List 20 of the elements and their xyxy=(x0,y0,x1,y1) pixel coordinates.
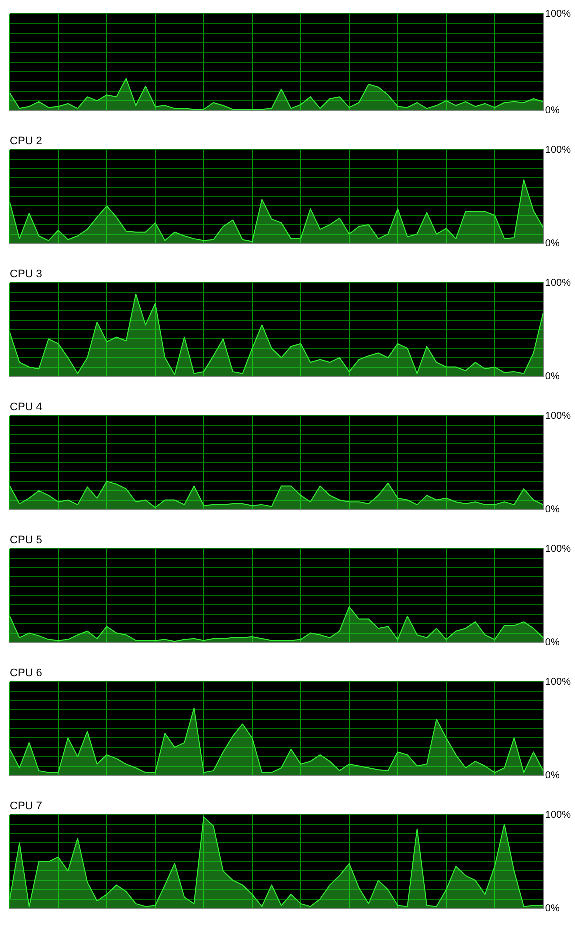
y-tick-label: 100% xyxy=(545,278,572,289)
y-tick-label: 100% xyxy=(545,676,572,688)
chart-title: CPU 7 xyxy=(10,800,42,813)
y-tick-label: 100% xyxy=(545,144,572,156)
chart-title: CPU 2 xyxy=(10,136,42,148)
chart-title: CPU 5 xyxy=(10,534,42,547)
y-tick-label: 100% xyxy=(545,8,572,20)
chart-title: CPU 4 xyxy=(10,402,42,414)
y-tick-label: 0% xyxy=(545,903,560,914)
y-tick-label: 0% xyxy=(545,504,560,516)
y-tick-label: 100% xyxy=(545,410,572,422)
y-tick-label: 0% xyxy=(545,238,560,250)
chart-title: CPU 3 xyxy=(10,268,42,281)
y-tick-label: 0% xyxy=(545,371,560,382)
chart-title: CPU 6 xyxy=(10,668,42,680)
y-tick-label: 0% xyxy=(545,105,560,116)
y-tick-label: 0% xyxy=(545,770,560,782)
y-tick-label: 100% xyxy=(545,544,572,555)
y-tick-label: 100% xyxy=(545,810,572,821)
y-tick-label: 0% xyxy=(545,637,560,648)
